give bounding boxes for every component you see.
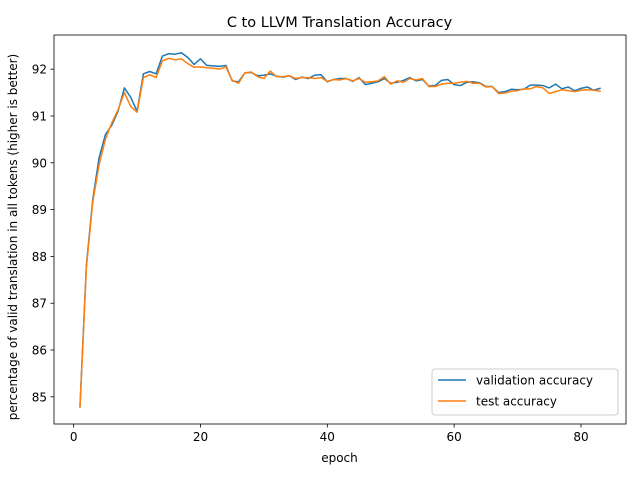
x-tick-label: 60 bbox=[447, 430, 462, 444]
series-line-0 bbox=[79, 52, 601, 407]
y-tick-label: 85 bbox=[32, 390, 47, 404]
y-tick-label: 91 bbox=[32, 109, 47, 123]
plot-area: 0 20 40 60 80 85 86 87 88 89 90 91 92 bbox=[32, 34, 627, 444]
y-tick-label: 89 bbox=[32, 203, 47, 217]
y-tick-label: 87 bbox=[32, 297, 47, 311]
chart-title: C to LLVM Translation Accuracy bbox=[227, 15, 453, 31]
x-tick-label: 80 bbox=[573, 430, 588, 444]
y-tick-label: 92 bbox=[32, 63, 47, 77]
x-tick-label: 20 bbox=[193, 430, 208, 444]
y-tick-label: 86 bbox=[32, 344, 47, 358]
legend-frame bbox=[431, 368, 619, 416]
axes-frame bbox=[53, 34, 627, 425]
legend: validation accuracy test accuracy bbox=[431, 368, 619, 416]
y-tick-label: 88 bbox=[32, 250, 47, 264]
series-line-1 bbox=[79, 57, 601, 408]
x-tick-label: 40 bbox=[320, 430, 335, 444]
x-tick-label: 0 bbox=[70, 430, 78, 444]
y-tick-label: 90 bbox=[32, 156, 47, 170]
x-axis-label: epoch bbox=[321, 451, 358, 465]
y-axis-label: percentage of valid translation in all t… bbox=[6, 54, 20, 420]
legend-label-validation: validation accuracy bbox=[476, 374, 593, 388]
legend-label-test: test accuracy bbox=[476, 395, 557, 409]
